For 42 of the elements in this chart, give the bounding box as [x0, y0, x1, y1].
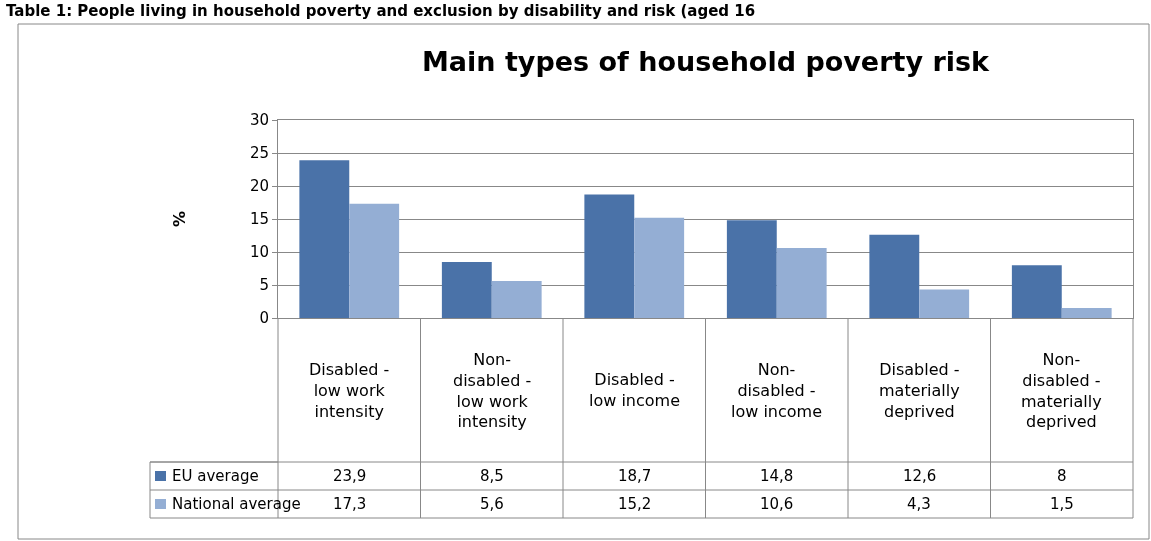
y-tick-label: 30 [249, 111, 269, 130]
data-label: 14,8 [760, 467, 794, 485]
y-tick-label: 25 [249, 144, 269, 163]
x-tick-label: Non-disabled - materially deprived [1021, 350, 1102, 432]
data-label: 18,7 [618, 467, 652, 485]
y-tick-label: 0 [259, 309, 269, 328]
x-tick-label: Disabled - low work intensity [309, 360, 390, 421]
y-tick-label: 15 [249, 210, 269, 229]
data-label: 1,5 [1050, 495, 1074, 513]
bar [299, 160, 350, 318]
bar [869, 234, 920, 318]
bar [776, 248, 827, 318]
data-label: 8 [1057, 467, 1067, 485]
x-tick-label: Non-disabled - low income [731, 360, 823, 421]
bar [491, 281, 542, 318]
data-label: 8,5 [480, 467, 504, 485]
data-label: 23,9 [333, 467, 367, 485]
y-tick-label: 5 [259, 276, 269, 295]
caption: Table 1: People living in household poverty and exclusion by disability and risk (aged 16 [6, 2, 756, 20]
bar [726, 220, 777, 318]
data-label: 5,6 [480, 495, 504, 513]
bar [634, 217, 685, 318]
x-tick-label: Non-disabled - low work intensity [453, 350, 532, 432]
y-axis-title: % [169, 210, 189, 228]
bar [1061, 308, 1112, 318]
data-label: 15,2 [618, 495, 652, 513]
legend-label: National average [172, 495, 301, 513]
y-tick-label: 20 [249, 177, 269, 196]
y-tick-label: 10 [249, 243, 269, 262]
bar [349, 203, 400, 318]
x-tick-label: Disabled - low income [589, 370, 681, 410]
bar [584, 194, 635, 318]
bar [919, 289, 970, 318]
bar [441, 261, 492, 318]
data-label: 12,6 [903, 467, 937, 485]
legend-label: EU average [172, 467, 259, 485]
x-tick-label: Disabled - materially deprived [879, 360, 960, 421]
data-label: 10,6 [760, 495, 794, 513]
data-label: 17,3 [333, 495, 367, 513]
chart-title: Main types of household poverty risk [421, 46, 991, 78]
data-label: 4,3 [907, 495, 931, 513]
bar [1011, 265, 1062, 318]
